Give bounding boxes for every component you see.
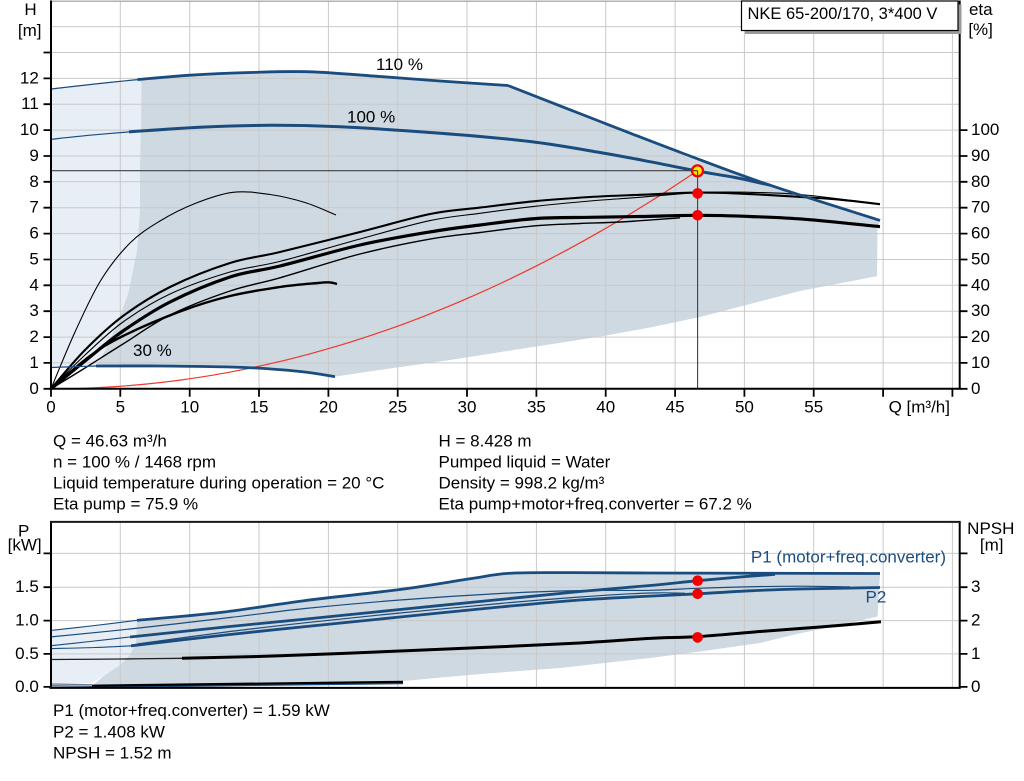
svg-text:4: 4: [29, 275, 38, 294]
svg-text:40: 40: [596, 398, 615, 417]
svg-text:110 %: 110 %: [376, 55, 423, 74]
svg-text:[m]: [m]: [18, 21, 42, 40]
svg-text:1: 1: [971, 644, 980, 663]
svg-text:Eta pump = 75.9 %: Eta pump = 75.9 %: [53, 495, 198, 514]
svg-text:7: 7: [29, 198, 38, 217]
svg-text:90: 90: [971, 146, 990, 165]
svg-text:0: 0: [971, 677, 980, 696]
svg-text:NPSH = 1.52 m: NPSH = 1.52 m: [53, 744, 172, 763]
svg-text:3: 3: [971, 577, 980, 596]
svg-text:0: 0: [46, 398, 55, 417]
svg-text:50: 50: [971, 250, 990, 269]
svg-text:60: 60: [971, 224, 990, 243]
svg-text:8: 8: [29, 172, 38, 191]
svg-text:10: 10: [20, 120, 39, 139]
svg-text:50: 50: [735, 398, 754, 417]
svg-text:100: 100: [971, 120, 999, 139]
svg-text:100 %: 100 %: [347, 107, 395, 126]
svg-text:2: 2: [29, 327, 38, 346]
svg-text:[%]: [%]: [968, 20, 993, 39]
svg-text:1.5: 1.5: [15, 577, 39, 596]
svg-text:40: 40: [971, 275, 990, 294]
svg-text:[m]: [m]: [980, 536, 1004, 555]
svg-text:H = 8.428 m: H = 8.428 m: [439, 432, 532, 451]
svg-text:5: 5: [116, 398, 125, 417]
svg-text:45: 45: [666, 398, 685, 417]
svg-text:30 %: 30 %: [133, 341, 172, 360]
svg-text:5: 5: [29, 250, 38, 269]
svg-text:30: 30: [458, 398, 477, 417]
svg-text:2: 2: [971, 611, 980, 630]
svg-text:15: 15: [250, 398, 269, 417]
svg-text:0: 0: [971, 379, 980, 398]
svg-text:P: P: [18, 521, 29, 540]
svg-text:0.0: 0.0: [15, 677, 39, 696]
svg-text:P2: P2: [866, 588, 887, 607]
svg-text:1: 1: [29, 353, 38, 372]
svg-text:NKE 65-200/170, 3*400 V: NKE 65-200/170, 3*400 V: [748, 5, 938, 23]
svg-text:Density = 998.2 kg/m³: Density = 998.2 kg/m³: [439, 474, 605, 493]
svg-text:P1 (motor+freq.converter): P1 (motor+freq.converter): [751, 548, 946, 567]
svg-text:11: 11: [21, 94, 39, 113]
svg-text:80: 80: [971, 172, 990, 191]
svg-text:0.5: 0.5: [15, 644, 39, 663]
svg-text:1.0: 1.0: [15, 611, 39, 630]
svg-text:25: 25: [388, 398, 407, 417]
svg-text:70: 70: [971, 198, 990, 217]
svg-text:Pumped liquid = Water: Pumped liquid = Water: [439, 453, 611, 472]
svg-text:Eta pump+motor+freq.converter: Eta pump+motor+freq.converter = 67.2 %: [439, 495, 752, 514]
svg-text:20: 20: [971, 327, 990, 346]
svg-text:H: H: [24, 0, 36, 19]
svg-text:10: 10: [180, 398, 199, 417]
svg-text:30: 30: [971, 301, 990, 320]
svg-text:35: 35: [527, 398, 546, 417]
svg-text:[kW]: [kW]: [8, 535, 42, 554]
svg-text:eta: eta: [969, 0, 993, 19]
svg-text:12: 12: [20, 68, 39, 87]
svg-text:10: 10: [971, 353, 990, 372]
svg-text:Q [m³/h]: Q [m³/h]: [889, 398, 950, 417]
svg-text:3: 3: [29, 301, 38, 320]
svg-text:6: 6: [29, 224, 38, 243]
svg-text:9: 9: [29, 146, 38, 165]
svg-text:P2 = 1.408 kW: P2 = 1.408 kW: [53, 723, 165, 742]
svg-text:P1 (motor+freq.converter) = 1.: P1 (motor+freq.converter) = 1.59 kW: [53, 701, 330, 720]
svg-text:20: 20: [319, 398, 338, 417]
svg-text:Liquid temperature during oper: Liquid temperature during operation = 20…: [53, 474, 384, 493]
svg-text:0: 0: [29, 379, 38, 398]
svg-text:n = 100 % / 1468 rpm: n = 100 % / 1468 rpm: [53, 453, 216, 472]
svg-text:55: 55: [804, 398, 823, 417]
svg-text:NPSH: NPSH: [967, 519, 1014, 538]
svg-text:Q = 46.63 m³/h: Q = 46.63 m³/h: [53, 432, 167, 451]
